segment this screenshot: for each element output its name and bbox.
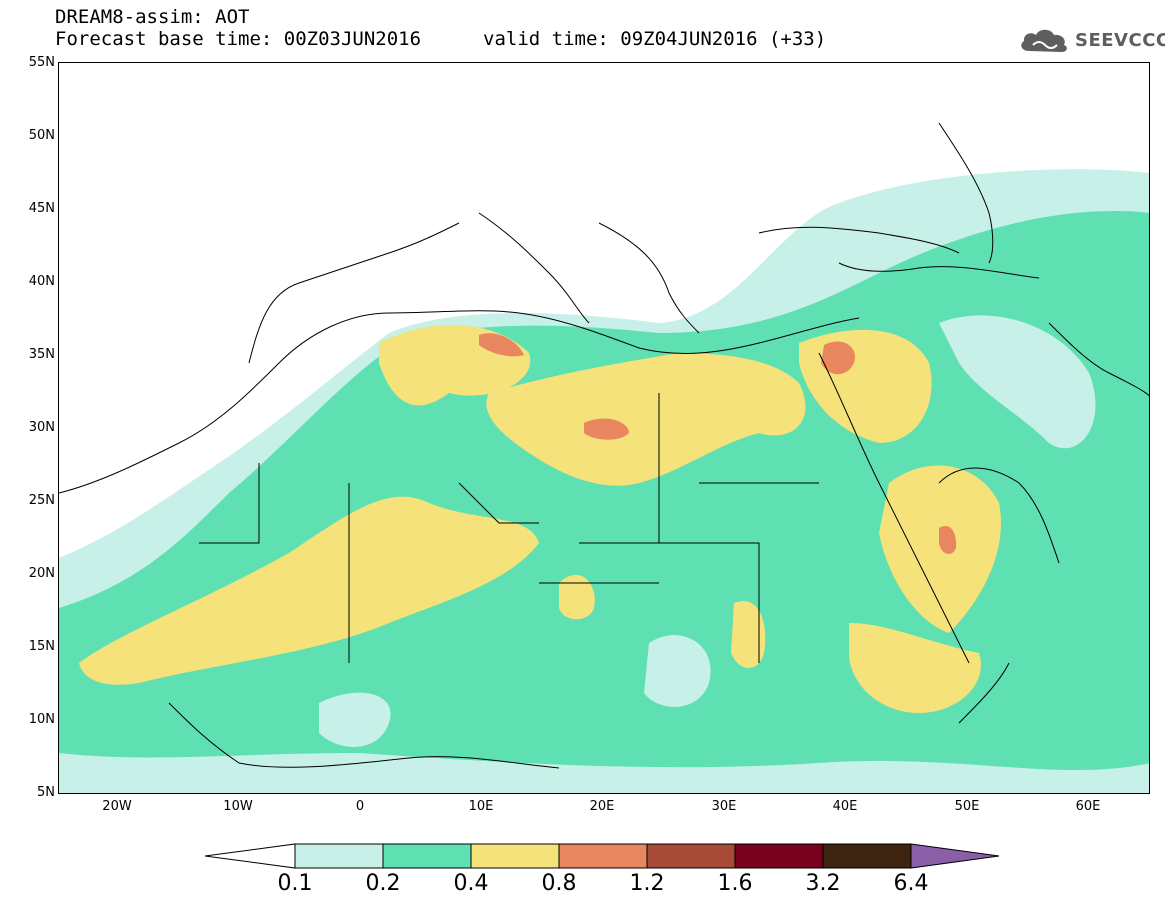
colorbar-label: 6.4 [893,871,929,896]
aot-contour-0.4 [486,353,806,486]
lat-label: 20N [28,566,55,581]
aot-patch-low [319,692,391,747]
colorbar-label: 0.1 [277,871,313,896]
aot-field [59,122,1149,793]
forecast-base-time: Forecast base time: 00Z03JUN2016 [55,28,422,50]
aot-contour-0.4 [731,601,766,668]
colorbar-segment [558,843,648,869]
lon-label: 60E [1075,799,1101,814]
aot-contour-0.8 [479,333,524,357]
colorbar-label: 1.6 [717,871,753,896]
lat-label: 40N [28,274,55,289]
coastlines [59,122,1149,769]
cloud-logo-icon [1021,29,1067,52]
lat-label: 55N [28,55,55,70]
valid-time: valid time: 09Z04JUN2016 (+33) [483,28,827,50]
lat-label: 15N [28,639,55,654]
lon-label: 10W [223,799,253,814]
lon-label: 0 [355,799,365,814]
colorbar-segment [822,843,912,869]
colorbar-segment [734,843,824,869]
colorbar-label: 3.2 [805,871,841,896]
seevccc-logo: SEEVCCC [1017,22,1165,58]
lon-label: 10E [468,799,494,814]
colorbar-label: 0.4 [453,871,489,896]
map-title: DREAM8-assim: AOT [55,6,250,28]
lon-label: 50E [954,799,980,814]
lon-label: 40E [832,799,858,814]
colorbar-over-arrow [910,843,1000,869]
lat-label: 10N [28,712,55,727]
colorbar-label: 0.8 [541,871,577,896]
colorbar-segment [470,843,560,869]
colorbar-segment [294,843,384,869]
title-block: DREAM8-assim: AOT Forecast base time: 00… [55,6,421,50]
lon-label: 30E [711,799,737,814]
aot-contour-0.4 [849,623,981,713]
aot-contour-0.8 [939,525,957,555]
colorbar-label: 1.2 [629,871,665,896]
lon-label: 20W [102,799,132,814]
lat-label: 35N [28,347,55,362]
colorbar-under-arrow [205,843,296,869]
aot-contour-0.8 [584,418,629,440]
lat-label: 5N [37,785,55,800]
aot-contour-0.8 [821,341,855,375]
lat-label: 50N [28,128,55,143]
aot-contour-0.4 [879,465,1001,633]
lat-label: 45N [28,201,55,216]
lat-label: 25N [28,493,55,508]
aot-patch-low [644,635,711,707]
lat-label: 30N [28,420,55,435]
colorbar-segment [382,843,472,869]
colorbar [205,843,1000,869]
colorbar-label: 0.2 [365,871,401,896]
colorbar-segment [646,843,736,869]
aot-contour-0.4 [559,574,595,620]
lon-label: 20E [589,799,615,814]
logo-text: SEEVCCC [1075,29,1165,51]
aot-patch-low [939,315,1096,449]
aot-contour-0.4 [79,496,539,685]
aot-map [58,62,1150,794]
